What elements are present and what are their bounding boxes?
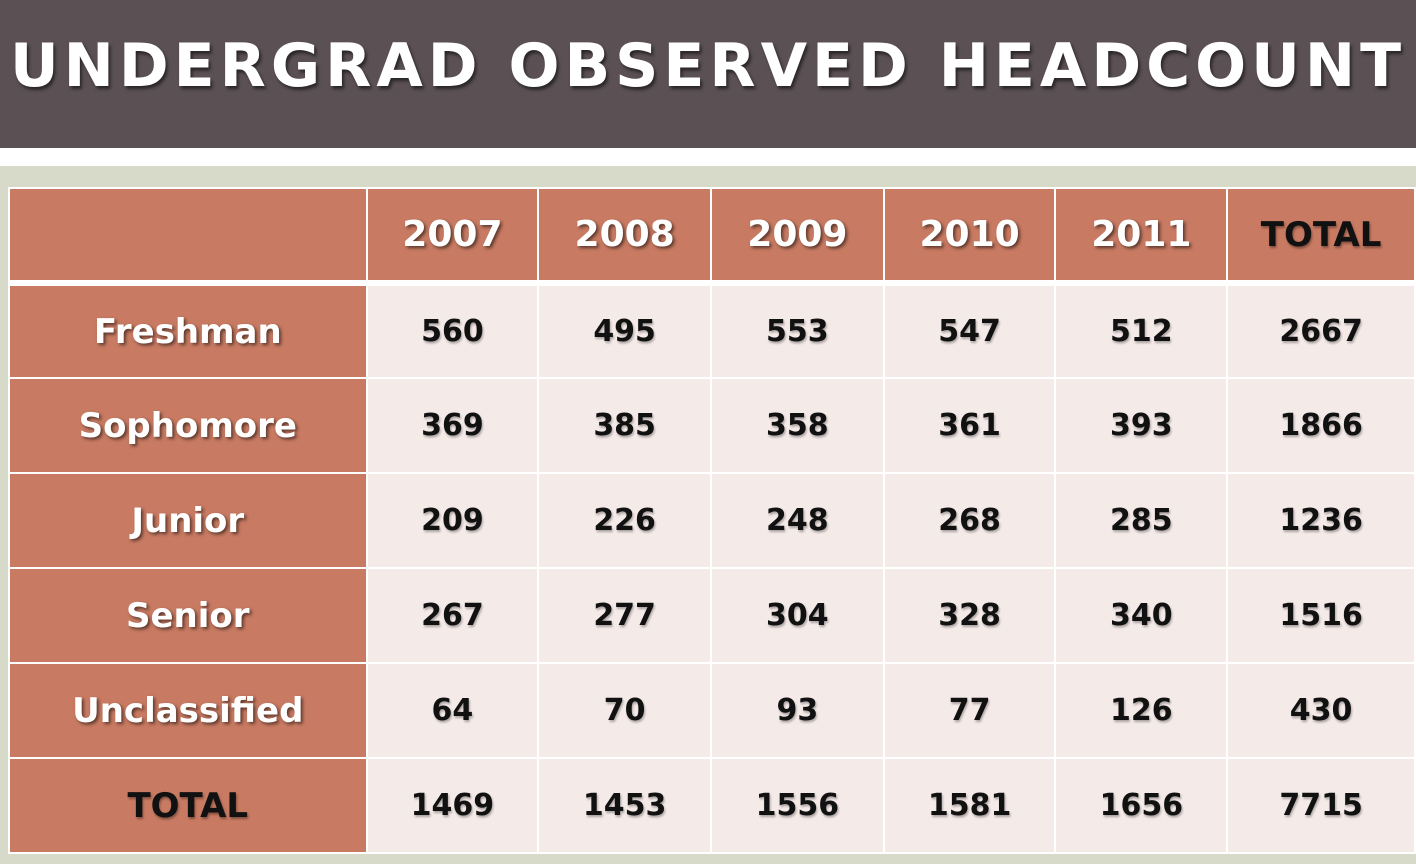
- table-cell: 495: [537, 282, 712, 379]
- grand-total-cell: 7715: [1226, 757, 1416, 854]
- table-cell-total: 1236: [1226, 472, 1416, 569]
- column-header: 2008: [537, 187, 712, 286]
- header-row: 2007 2008 2009 2010 2011 TOTAL: [8, 187, 1416, 286]
- table-cell: 1453: [537, 757, 712, 854]
- column-header: 2010: [882, 187, 1057, 286]
- row-label: Freshman: [8, 282, 368, 379]
- table-cell: 340: [1054, 567, 1229, 664]
- corner-cell: [8, 187, 368, 286]
- slide-title: UNDERGRAD OBSERVED HEADCOUNT: [9, 31, 1407, 101]
- table-cell: 393: [1054, 377, 1229, 474]
- table-cell: 64: [365, 662, 540, 759]
- table-cell: 1556: [710, 757, 885, 854]
- table-cell: 385: [537, 377, 712, 474]
- totals-row: TOTAL 1469 1453 1556 1581 1656 7715: [8, 757, 1416, 854]
- table-cell: 1656: [1054, 757, 1229, 854]
- table-cell-total: 1866: [1226, 377, 1416, 474]
- table-cell: 304: [710, 567, 885, 664]
- table-cell: 77: [882, 662, 1057, 759]
- table-cell: 126: [1054, 662, 1229, 759]
- table-cell: 268: [882, 472, 1057, 569]
- table-cell-total: 1516: [1226, 567, 1416, 664]
- table-row: Freshman 560 495 553 547 512 2667: [8, 282, 1416, 379]
- column-header-total: TOTAL: [1226, 187, 1416, 286]
- table-cell: 1469: [365, 757, 540, 854]
- table-cell: 209: [365, 472, 540, 569]
- table-cell: 285: [1054, 472, 1229, 569]
- table-cell: 358: [710, 377, 885, 474]
- table-row: Junior 209 226 248 268 285 1236: [8, 472, 1416, 569]
- row-label-total: TOTAL: [8, 757, 368, 854]
- table-cell: 277: [537, 567, 712, 664]
- table-cell-total: 430: [1226, 662, 1416, 759]
- table-cell: 267: [365, 567, 540, 664]
- title-bar: UNDERGRAD OBSERVED HEADCOUNT: [0, 0, 1416, 148]
- row-label: Senior: [8, 567, 368, 664]
- table-cell: 248: [710, 472, 885, 569]
- table-cell: 328: [882, 567, 1057, 664]
- row-label: Sophomore: [8, 377, 368, 474]
- table-cell: 93: [710, 662, 885, 759]
- table-cell: 547: [882, 282, 1057, 379]
- table-cell: 560: [365, 282, 540, 379]
- table-cell: 369: [365, 377, 540, 474]
- table-cell: 226: [537, 472, 712, 569]
- headcount-table: 2007 2008 2009 2010 2011 TOTAL Freshman …: [8, 187, 1416, 854]
- title-divider: [0, 148, 1416, 166]
- row-label: Junior: [8, 472, 368, 569]
- column-header: 2009: [710, 187, 885, 286]
- row-label: Unclassified: [8, 662, 368, 759]
- table-row: Unclassified 64 70 93 77 126 430: [8, 662, 1416, 759]
- table-row: Senior 267 277 304 328 340 1516: [8, 567, 1416, 664]
- table-row: Sophomore 369 385 358 361 393 1866: [8, 377, 1416, 474]
- table-cell: 553: [710, 282, 885, 379]
- column-header: 2007: [365, 187, 540, 286]
- column-header: 2011: [1054, 187, 1229, 286]
- table-cell: 1581: [882, 757, 1057, 854]
- table-cell-total: 2667: [1226, 282, 1416, 379]
- table-cell: 361: [882, 377, 1057, 474]
- table-cell: 512: [1054, 282, 1229, 379]
- table-cell: 70: [537, 662, 712, 759]
